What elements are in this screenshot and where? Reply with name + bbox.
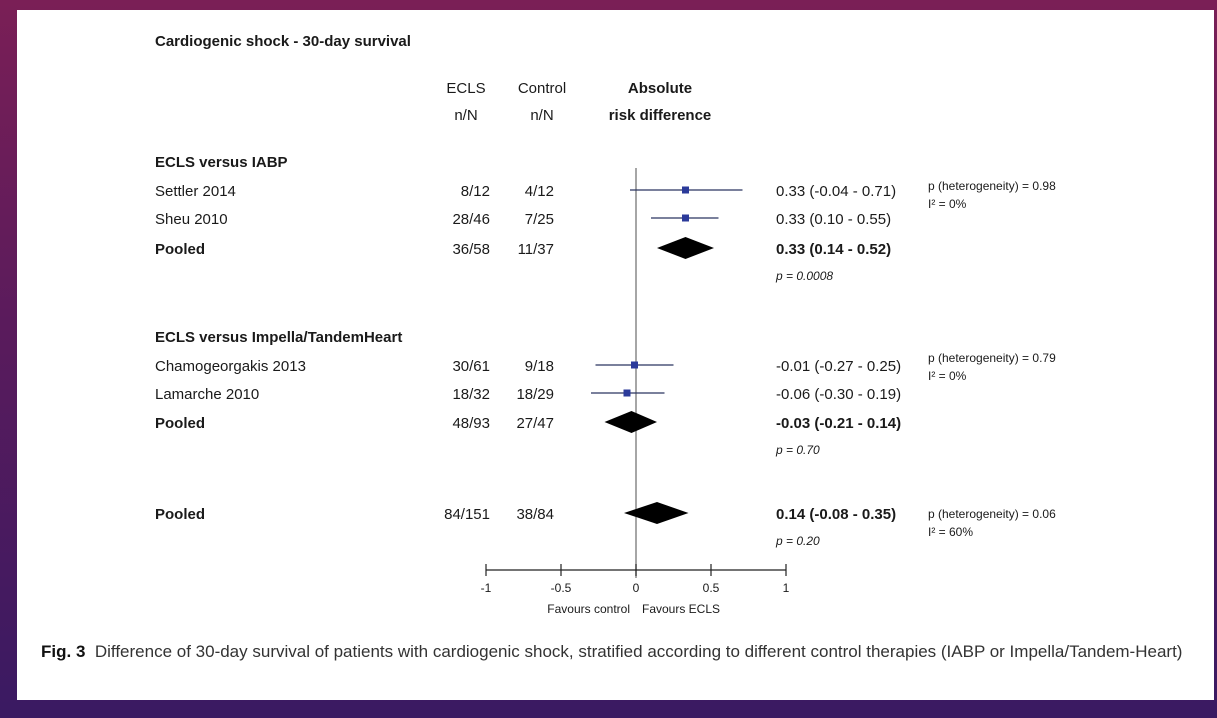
study-control: 7/25 (525, 211, 554, 228)
point-marker (624, 390, 631, 397)
x-tick-label: -0.5 (551, 581, 572, 595)
pooled-p-value: p = 0.70 (775, 443, 820, 457)
study-ecls: 18/32 (452, 386, 490, 403)
study-ci-text: -0.01 (-0.27 - 0.25) (776, 358, 901, 375)
pooled-p-value: p = 0.0008 (775, 269, 833, 283)
header-ecls-unit: n/N (454, 107, 477, 124)
study-name: Sheu 2010 (155, 211, 228, 228)
pooled-ecls: 48/93 (452, 415, 490, 432)
forest-plot: Cardiogenic shock - 30-day survival ECLS n… (17, 10, 1214, 635)
pooled-label: Pooled (155, 506, 205, 523)
heterogeneity-p: p (heterogeneity) = 0.98 (928, 179, 1056, 193)
x-tick-label: 0.5 (703, 581, 720, 595)
study-control: 18/29 (516, 386, 554, 403)
pooled-control: 11/37 (518, 241, 554, 258)
heterogeneity-p: p (heterogeneity) = 0.06 (928, 507, 1056, 521)
figure-caption: Fig. 3 Difference of 30-day survival of … (41, 638, 1201, 665)
favours-control-label: Favours control (547, 602, 630, 616)
pooled-diamond (624, 502, 689, 524)
header-ecls: ECLS (446, 80, 485, 97)
pooled-ecls: 36/58 (452, 241, 490, 258)
study-name: Settler 2014 (155, 183, 236, 200)
group-title: ECLS versus Impella/TandemHeart (155, 329, 402, 346)
pooled-ci-text: 0.33 (0.14 - 0.52) (776, 241, 891, 258)
header-ard-sub: risk difference (609, 107, 712, 124)
study-name: Chamogeorgakis 2013 (155, 358, 306, 375)
pooled-ci-text: 0.14 (-0.08 - 0.35) (776, 506, 896, 523)
study-ci-text: 0.33 (-0.04 - 0.71) (776, 183, 896, 200)
point-marker (631, 362, 638, 369)
heterogeneity-p: p (heterogeneity) = 0.79 (928, 351, 1056, 365)
caption-label: Fig. 3 (41, 642, 85, 661)
study-control: 4/12 (525, 183, 554, 200)
heterogeneity-i2: I² = 0% (928, 369, 967, 383)
study-ecls: 30/61 (452, 358, 490, 375)
pooled-p-value: p = 0.20 (775, 534, 820, 548)
x-tick-label: 0 (633, 581, 640, 595)
pooled-ecls: 84/151 (444, 506, 490, 523)
x-tick-label: -1 (481, 581, 492, 595)
study-ecls: 8/12 (461, 183, 490, 200)
figure-panel: Cardiogenic shock - 30-day survival ECLS n… (17, 10, 1214, 700)
pooled-label: Pooled (155, 415, 205, 432)
study-ecls: 28/46 (452, 211, 490, 228)
header-control: Control (518, 80, 566, 97)
point-marker (682, 187, 689, 194)
study-ci-text: 0.33 (0.10 - 0.55) (776, 211, 891, 228)
caption-text: Difference of 30-day survival of patient… (95, 642, 1183, 661)
study-ci-text: -0.06 (-0.30 - 0.19) (776, 386, 901, 403)
x-tick-label: 1 (783, 581, 790, 595)
pooled-control: 38/84 (516, 506, 554, 523)
pooled-ci-text: -0.03 (-0.21 - 0.14) (776, 415, 901, 432)
pooled-control: 27/47 (516, 415, 554, 432)
point-marker (682, 215, 689, 222)
header-ard: Absolute (628, 80, 692, 97)
header-control-unit: n/N (530, 107, 553, 124)
favours-ecls-label: Favours ECLS (642, 602, 720, 616)
study-control: 9/18 (525, 358, 554, 375)
pooled-diamond (605, 411, 658, 433)
pooled-label: Pooled (155, 241, 205, 258)
plot-title: Cardiogenic shock - 30-day survival (155, 33, 411, 50)
group-title: ECLS versus IABP (155, 154, 288, 171)
study-name: Lamarche 2010 (155, 386, 259, 403)
heterogeneity-i2: I² = 60% (928, 525, 973, 539)
heterogeneity-i2: I² = 0% (928, 197, 967, 211)
pooled-diamond (657, 237, 714, 259)
